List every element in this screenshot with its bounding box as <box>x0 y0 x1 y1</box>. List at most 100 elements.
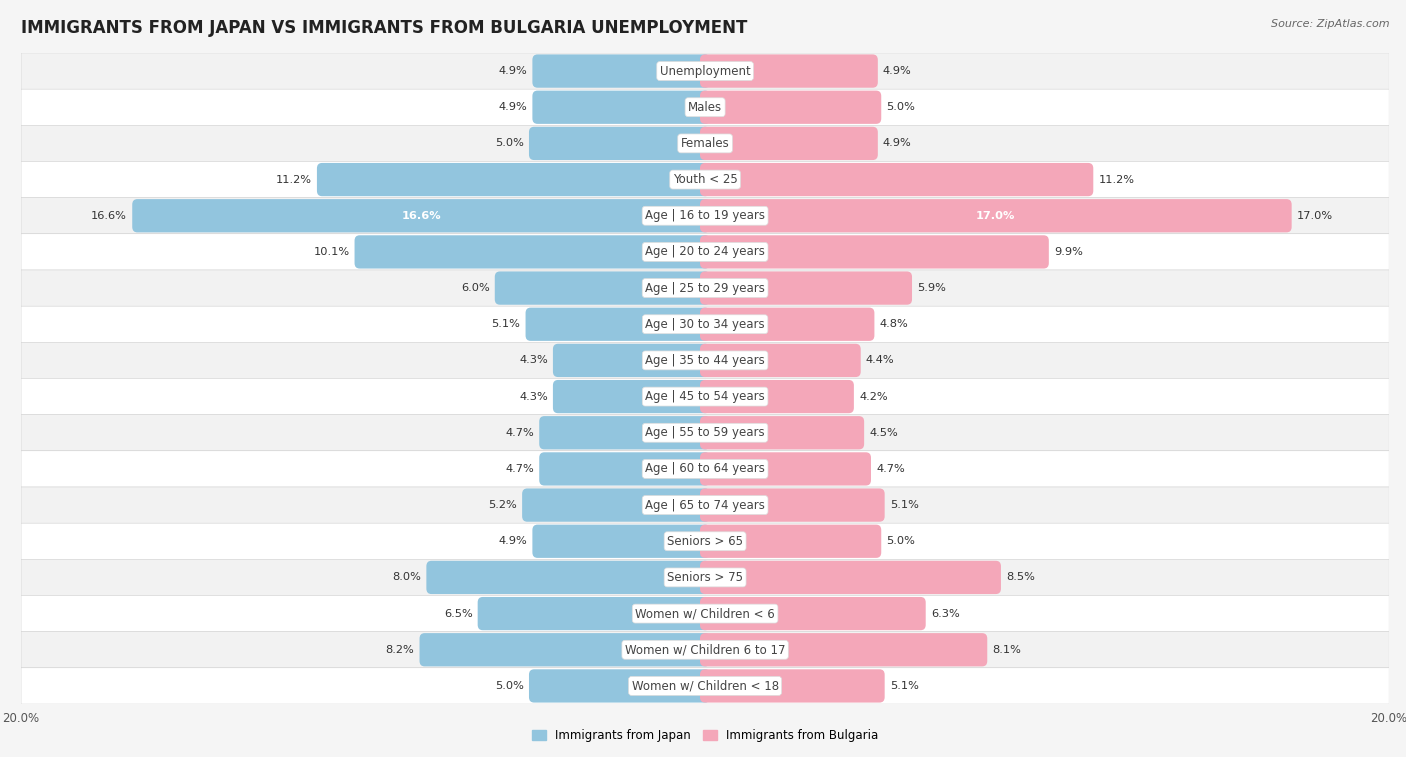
Text: 4.3%: 4.3% <box>519 391 548 401</box>
FancyBboxPatch shape <box>21 631 1389 668</box>
FancyBboxPatch shape <box>540 416 710 450</box>
FancyBboxPatch shape <box>533 91 710 124</box>
Text: 16.6%: 16.6% <box>91 210 127 221</box>
FancyBboxPatch shape <box>700 669 884 702</box>
FancyBboxPatch shape <box>700 272 912 305</box>
Text: 4.7%: 4.7% <box>876 464 905 474</box>
Text: 5.0%: 5.0% <box>495 681 524 691</box>
Text: 4.4%: 4.4% <box>866 356 894 366</box>
Text: Unemployment: Unemployment <box>659 64 751 77</box>
FancyBboxPatch shape <box>21 53 1389 89</box>
FancyBboxPatch shape <box>529 669 710 702</box>
FancyBboxPatch shape <box>316 163 710 196</box>
FancyBboxPatch shape <box>21 559 1389 596</box>
Legend: Immigrants from Japan, Immigrants from Bulgaria: Immigrants from Japan, Immigrants from B… <box>527 724 883 747</box>
FancyBboxPatch shape <box>21 161 1389 198</box>
FancyBboxPatch shape <box>526 307 710 341</box>
Text: 5.1%: 5.1% <box>492 319 520 329</box>
FancyBboxPatch shape <box>426 561 710 594</box>
FancyBboxPatch shape <box>21 234 1389 270</box>
FancyBboxPatch shape <box>21 306 1389 342</box>
FancyBboxPatch shape <box>132 199 710 232</box>
Text: 5.0%: 5.0% <box>886 102 915 112</box>
FancyBboxPatch shape <box>700 199 1292 232</box>
Text: Age | 35 to 44 years: Age | 35 to 44 years <box>645 354 765 367</box>
FancyBboxPatch shape <box>700 452 870 485</box>
Text: 8.5%: 8.5% <box>1007 572 1035 582</box>
Text: Age | 65 to 74 years: Age | 65 to 74 years <box>645 499 765 512</box>
FancyBboxPatch shape <box>21 668 1389 704</box>
FancyBboxPatch shape <box>478 597 710 631</box>
FancyBboxPatch shape <box>522 488 710 522</box>
Text: Women w/ Children < 18: Women w/ Children < 18 <box>631 680 779 693</box>
Text: 4.9%: 4.9% <box>499 66 527 76</box>
Text: 4.7%: 4.7% <box>505 428 534 438</box>
Text: Age | 45 to 54 years: Age | 45 to 54 years <box>645 390 765 403</box>
Text: Females: Females <box>681 137 730 150</box>
Text: Age | 55 to 59 years: Age | 55 to 59 years <box>645 426 765 439</box>
Text: 8.2%: 8.2% <box>385 645 415 655</box>
Text: 4.8%: 4.8% <box>880 319 908 329</box>
FancyBboxPatch shape <box>21 378 1389 415</box>
FancyBboxPatch shape <box>700 163 1094 196</box>
FancyBboxPatch shape <box>21 270 1389 306</box>
FancyBboxPatch shape <box>700 380 853 413</box>
FancyBboxPatch shape <box>21 487 1389 523</box>
FancyBboxPatch shape <box>21 89 1389 126</box>
FancyBboxPatch shape <box>21 451 1389 487</box>
Text: 6.5%: 6.5% <box>444 609 472 618</box>
Text: 17.0%: 17.0% <box>976 210 1015 221</box>
FancyBboxPatch shape <box>354 235 710 269</box>
Text: 5.1%: 5.1% <box>890 500 918 510</box>
FancyBboxPatch shape <box>700 235 1049 269</box>
Text: Women w/ Children < 6: Women w/ Children < 6 <box>636 607 775 620</box>
Text: Youth < 25: Youth < 25 <box>672 173 738 186</box>
FancyBboxPatch shape <box>21 342 1389 378</box>
FancyBboxPatch shape <box>533 55 710 88</box>
Text: 6.3%: 6.3% <box>931 609 959 618</box>
Text: 16.6%: 16.6% <box>402 210 441 221</box>
Text: 4.9%: 4.9% <box>883 139 911 148</box>
Text: 6.0%: 6.0% <box>461 283 489 293</box>
Text: 11.2%: 11.2% <box>1098 175 1135 185</box>
Text: 4.2%: 4.2% <box>859 391 887 401</box>
Text: 5.1%: 5.1% <box>890 681 918 691</box>
Text: 4.9%: 4.9% <box>883 66 911 76</box>
FancyBboxPatch shape <box>529 126 710 160</box>
Text: Age | 60 to 64 years: Age | 60 to 64 years <box>645 463 765 475</box>
Text: 5.2%: 5.2% <box>488 500 517 510</box>
FancyBboxPatch shape <box>700 525 882 558</box>
FancyBboxPatch shape <box>540 452 710 485</box>
Text: 5.9%: 5.9% <box>917 283 946 293</box>
FancyBboxPatch shape <box>553 344 710 377</box>
Text: Males: Males <box>688 101 723 114</box>
Text: 10.1%: 10.1% <box>314 247 350 257</box>
Text: 4.3%: 4.3% <box>519 356 548 366</box>
Text: 4.9%: 4.9% <box>499 536 527 547</box>
FancyBboxPatch shape <box>700 55 877 88</box>
Text: 4.9%: 4.9% <box>499 102 527 112</box>
FancyBboxPatch shape <box>21 596 1389 631</box>
Text: Age | 16 to 19 years: Age | 16 to 19 years <box>645 209 765 223</box>
Text: 8.0%: 8.0% <box>392 572 422 582</box>
FancyBboxPatch shape <box>700 488 884 522</box>
Text: 8.1%: 8.1% <box>993 645 1021 655</box>
FancyBboxPatch shape <box>700 416 865 450</box>
Text: 9.9%: 9.9% <box>1054 247 1083 257</box>
FancyBboxPatch shape <box>700 633 987 666</box>
Text: 5.0%: 5.0% <box>495 139 524 148</box>
FancyBboxPatch shape <box>700 126 877 160</box>
FancyBboxPatch shape <box>21 126 1389 161</box>
Text: Seniors > 65: Seniors > 65 <box>666 534 744 548</box>
FancyBboxPatch shape <box>21 415 1389 451</box>
Text: 4.5%: 4.5% <box>869 428 898 438</box>
FancyBboxPatch shape <box>700 597 925 631</box>
FancyBboxPatch shape <box>495 272 710 305</box>
FancyBboxPatch shape <box>700 307 875 341</box>
Text: Age | 20 to 24 years: Age | 20 to 24 years <box>645 245 765 258</box>
FancyBboxPatch shape <box>21 523 1389 559</box>
FancyBboxPatch shape <box>533 525 710 558</box>
FancyBboxPatch shape <box>419 633 710 666</box>
Text: 5.0%: 5.0% <box>886 536 915 547</box>
Text: IMMIGRANTS FROM JAPAN VS IMMIGRANTS FROM BULGARIA UNEMPLOYMENT: IMMIGRANTS FROM JAPAN VS IMMIGRANTS FROM… <box>21 19 748 37</box>
